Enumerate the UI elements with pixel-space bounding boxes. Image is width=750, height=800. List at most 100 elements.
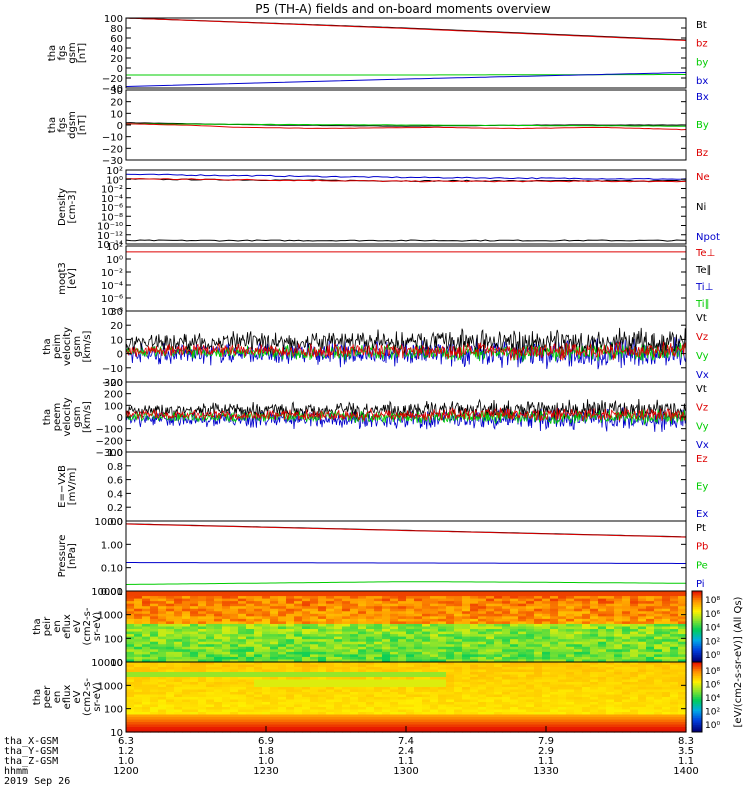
spectrogram-cell (190, 682, 199, 686)
spectrogram-cell (342, 629, 351, 633)
colorbar-cell (692, 663, 702, 666)
spectrogram-cell (550, 684, 559, 688)
spectrogram-cell (238, 674, 247, 678)
spectrogram-cell (198, 704, 207, 708)
spectrogram-cell (406, 611, 415, 615)
spectrogram-cell (286, 596, 295, 600)
spectrogram-cell (342, 606, 351, 610)
spectrogram-cell (214, 613, 223, 617)
spectrogram-cell (534, 717, 543, 721)
spectrogram-cell (566, 598, 575, 602)
spectrogram-cell (310, 684, 319, 688)
spectrogram-cell (462, 697, 471, 701)
spectrogram-cell (542, 634, 551, 638)
spectrogram-cell (486, 697, 495, 701)
spectrogram-cell (550, 724, 559, 728)
spectrogram-cell (630, 687, 639, 691)
spectrogram-cell (278, 662, 287, 666)
spectrogram-cell (246, 692, 255, 696)
spectrogram-cell (654, 692, 663, 696)
spectrogram-cell (158, 712, 167, 716)
spectrogram-cell (598, 598, 607, 602)
spectrogram-cell (174, 618, 183, 623)
spectrogram-cell (366, 699, 375, 703)
spectrogram-cell (494, 687, 503, 691)
spectrogram-cell (502, 593, 511, 597)
spectrogram-cell (230, 634, 239, 638)
colorbar-cell (692, 714, 702, 717)
spectrogram-cell (142, 664, 151, 668)
y-tick-label: 10⁰ (106, 255, 123, 266)
spectrogram-cell (318, 606, 327, 610)
spectrogram-cell (622, 697, 631, 701)
spectrogram-cell (446, 672, 455, 676)
spectrogram-cell (278, 591, 287, 595)
spectrogram-cell (142, 729, 151, 733)
y-axis-label: gsm (67, 42, 78, 63)
spectrogram-cell (550, 702, 559, 706)
spectrogram-cell (558, 684, 567, 688)
spectrogram-cell (646, 729, 655, 733)
y-tick-label: 10⁻² (101, 185, 123, 196)
spectrogram-cell (502, 712, 511, 716)
spectrogram-cell (518, 611, 527, 615)
spectrogram-cell (222, 606, 231, 610)
spectrogram-cell (390, 684, 399, 688)
spectrogram-cell (414, 649, 423, 653)
spectrogram-cell (166, 631, 175, 635)
spectrogram-cell (150, 717, 159, 721)
spectrogram-cell (182, 712, 191, 716)
spectrogram-cell (670, 593, 679, 597)
spectrogram-cell (574, 641, 583, 645)
spectrogram-cell (302, 714, 311, 718)
spectrogram-cell (214, 629, 223, 633)
spectrogram-cell (158, 674, 167, 678)
spectrogram-cell (230, 679, 239, 683)
spectrogram-cell (662, 729, 671, 733)
spectrogram-cell (414, 702, 423, 706)
spectrogram-cell (262, 606, 271, 610)
spectrogram-cell (222, 724, 231, 728)
spectrogram-cell (318, 694, 327, 698)
spectrogram-cell (318, 596, 327, 600)
y-axis-label: (cm2-s- (82, 678, 93, 716)
spectrogram-cell (654, 613, 663, 617)
spectrogram-cell (350, 651, 359, 655)
spectrogram-cell (574, 672, 583, 676)
spectrogram-cell (246, 699, 255, 703)
colorbar-tick-label: 10⁶ (705, 610, 720, 620)
spectrogram-cell (342, 631, 351, 635)
colorbar-cell (692, 725, 702, 728)
spectrogram-cell (310, 603, 319, 607)
spectrogram-cell (166, 714, 175, 718)
spectrogram-cell (142, 649, 151, 653)
spectrogram-cell (374, 656, 383, 661)
spectrogram-cell (214, 689, 223, 693)
spectrogram-cell (470, 641, 479, 645)
spectrogram-cell (630, 621, 639, 625)
spectrogram-cell (286, 717, 295, 721)
spectrogram-cell (198, 608, 207, 612)
spectrogram-cell (214, 618, 223, 623)
spectrogram-cell (518, 724, 527, 728)
spectrogram-cell (142, 662, 151, 666)
spectrogram-cell (302, 727, 311, 731)
spectrogram-cell (230, 692, 239, 696)
spectrogram-cell (566, 689, 575, 693)
spectrogram-cell (382, 702, 391, 706)
spectrogram-cell (390, 608, 399, 612)
spectrogram-cell (662, 724, 671, 728)
spectrogram-cell (654, 616, 663, 620)
spectrogram-cell (142, 687, 151, 691)
spectrogram-cell (142, 639, 151, 643)
spectrogram-cell (262, 662, 271, 666)
spectrogram-cell (294, 692, 303, 696)
spectrogram-cell (502, 722, 511, 726)
spectrogram-cell (614, 639, 623, 643)
colorbar-cell (692, 707, 702, 710)
spectrogram-cell (182, 626, 191, 630)
spectrogram-cell (550, 727, 559, 731)
spectrogram-cell (398, 591, 407, 595)
